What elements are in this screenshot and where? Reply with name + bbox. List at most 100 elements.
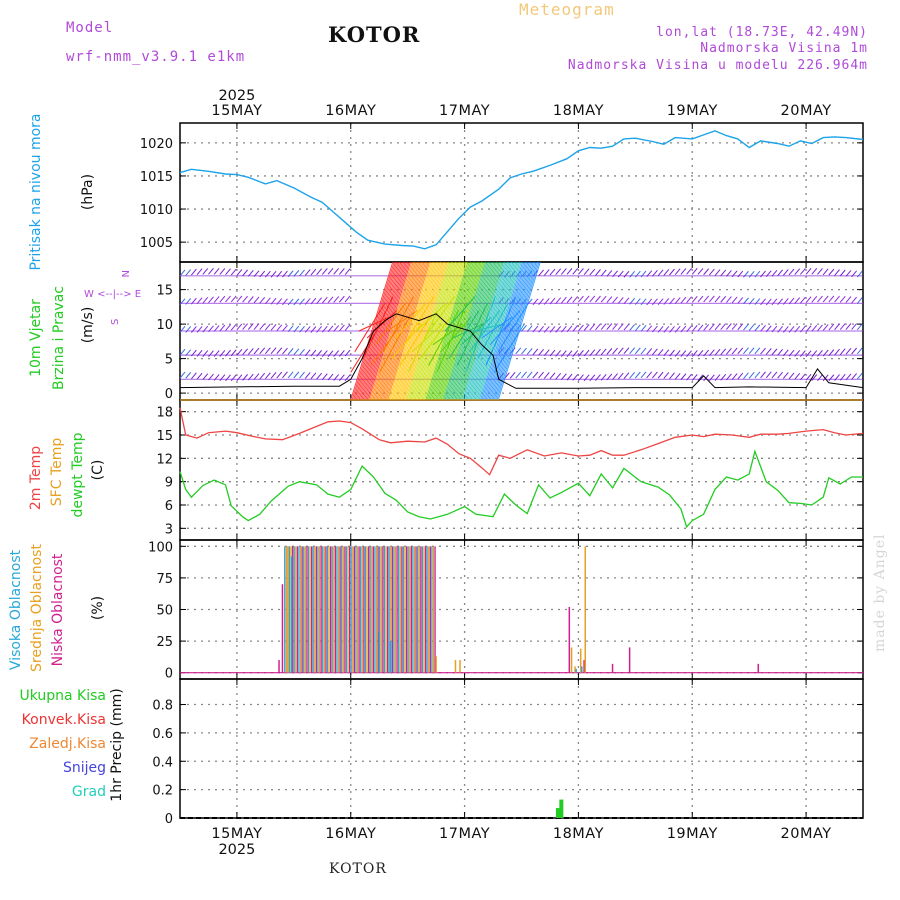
wind-arrow (338, 268, 345, 275)
wind-arrow (477, 261, 521, 401)
x-label-top: 17MAY (439, 103, 490, 119)
wind-arrow (760, 325, 766, 332)
wind-arrow (344, 324, 351, 331)
panel-pressure: 1005 1010 1015 1020 (140, 122, 864, 263)
precip-label-0: Ukupna Kisa (19, 688, 106, 704)
model-name: wrf-nmm_v3.9.1 e1km (66, 49, 246, 65)
cloud-bars (180, 546, 863, 674)
wind-arrow (338, 324, 345, 332)
wind-arrow (321, 268, 328, 275)
sfc-temp-label: SFC Temp (49, 438, 65, 507)
wind-arrow (185, 269, 192, 276)
wind-arrow (760, 347, 766, 355)
wind-arrow (663, 372, 670, 379)
wind-arrow (828, 323, 835, 331)
wind-arrow (765, 371, 772, 379)
wind-arrow (357, 261, 401, 401)
temp-unit: (C) (90, 460, 106, 481)
wind-arrow (674, 268, 681, 275)
wind-arrow (634, 324, 641, 332)
wind-arrow (851, 296, 858, 304)
wind-arrow (834, 295, 840, 303)
wind-arrow (805, 267, 812, 275)
wind-arrow (310, 372, 317, 380)
wind-arrow (225, 295, 231, 303)
wind-arrow (856, 323, 863, 331)
wind-arrow (327, 296, 334, 304)
wind-arrow (674, 297, 681, 304)
compass-rose: N W <--|--> E S (84, 270, 141, 325)
precip-label-1: Konvek.Kisa (22, 712, 106, 728)
wind-arrow (674, 372, 681, 380)
wind-arrow (811, 325, 818, 332)
wind-arrow (839, 323, 846, 330)
wind-arrow (629, 371, 636, 379)
y-tick-label: 12 (156, 452, 173, 467)
wind-arrow (310, 268, 317, 276)
wind-arrow (282, 347, 288, 355)
wind-arrow (617, 323, 624, 331)
x-label-top: 15MAY (211, 103, 262, 119)
wind-arrow (202, 296, 209, 304)
wind-arrow (230, 295, 237, 303)
wind-arrow (851, 347, 858, 355)
wind-arrow (612, 323, 618, 330)
wind-arrow (652, 371, 658, 379)
wind-arrow (368, 261, 411, 401)
y-tick-label: 25 (156, 635, 173, 650)
wind-arrow (299, 269, 305, 277)
wind-arrow (439, 261, 483, 401)
wind-arrow (754, 371, 761, 379)
wind-arrow (415, 303, 447, 332)
wind-arrow (428, 310, 460, 366)
compass-s: S (110, 319, 121, 325)
wind-arrow (634, 347, 641, 355)
wind-arrow (304, 269, 311, 276)
wind-arrow (509, 371, 516, 379)
wind-arrow (374, 303, 406, 346)
wind-arrow (213, 267, 220, 275)
wind-arrow (543, 269, 550, 276)
panel-frame (179, 122, 864, 263)
wind-arrow (253, 296, 260, 304)
wind-arrow (697, 295, 704, 303)
wind-arrow (383, 261, 427, 401)
panel-precip: 0 0.2 0.4 0.6 0.8 (152, 678, 864, 827)
wind-arrow (196, 372, 203, 380)
wind-arrow (422, 261, 466, 401)
wind-arrow (640, 324, 647, 332)
wind-arrow (526, 371, 533, 379)
wind-arrow (839, 295, 846, 303)
wind-arrow (443, 261, 487, 401)
wind-arrow (794, 373, 801, 380)
wind-arrow (350, 261, 394, 401)
temp-label: 2m Temp (28, 446, 44, 510)
wind-arrow (370, 261, 414, 401)
precip-label-2: Zaledj.Kisa (29, 736, 106, 752)
wind-arrow (572, 296, 579, 303)
wind-arrow (484, 261, 528, 401)
wind-arrow (532, 348, 539, 356)
wind-arrow (293, 371, 300, 379)
cloud-mid-label: Srednja Oblacnost (29, 544, 45, 672)
wind-arrow (583, 268, 590, 276)
wind-arrow (403, 261, 447, 401)
wind-arrow (748, 371, 755, 379)
wind-arrow (640, 371, 647, 379)
wind-arrow (400, 261, 444, 401)
y-tick-label: 3 (165, 522, 173, 537)
precip-bars (180, 799, 863, 819)
wind-arrow (856, 347, 863, 355)
wind-arrow (365, 261, 409, 401)
wind-arrow (374, 261, 418, 401)
altitude-label: Nadmorska Visina 1m (700, 41, 868, 56)
wind-arrow (777, 269, 784, 277)
wind-arrow (817, 268, 823, 275)
wind-arrow (242, 269, 248, 277)
wind-arrow (515, 347, 522, 355)
precip-bar (555, 808, 560, 818)
wind-arrow (691, 325, 698, 332)
wind-arrow (720, 348, 727, 356)
y-tick-label: 5 (165, 353, 173, 368)
